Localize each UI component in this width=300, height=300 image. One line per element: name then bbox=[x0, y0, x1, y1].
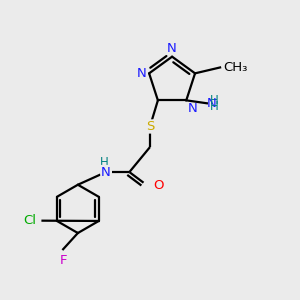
Text: N: N bbox=[207, 97, 217, 110]
Text: S: S bbox=[146, 120, 154, 133]
Text: CH₃: CH₃ bbox=[223, 61, 248, 74]
Text: N: N bbox=[188, 102, 197, 115]
Text: H: H bbox=[210, 100, 219, 113]
Text: F: F bbox=[59, 254, 67, 267]
Text: N: N bbox=[167, 42, 177, 55]
Text: H: H bbox=[100, 155, 109, 169]
Text: O: O bbox=[153, 179, 164, 192]
Text: N: N bbox=[137, 67, 147, 80]
Text: N: N bbox=[101, 166, 111, 178]
Text: Cl: Cl bbox=[24, 214, 37, 227]
Text: H: H bbox=[210, 94, 219, 107]
